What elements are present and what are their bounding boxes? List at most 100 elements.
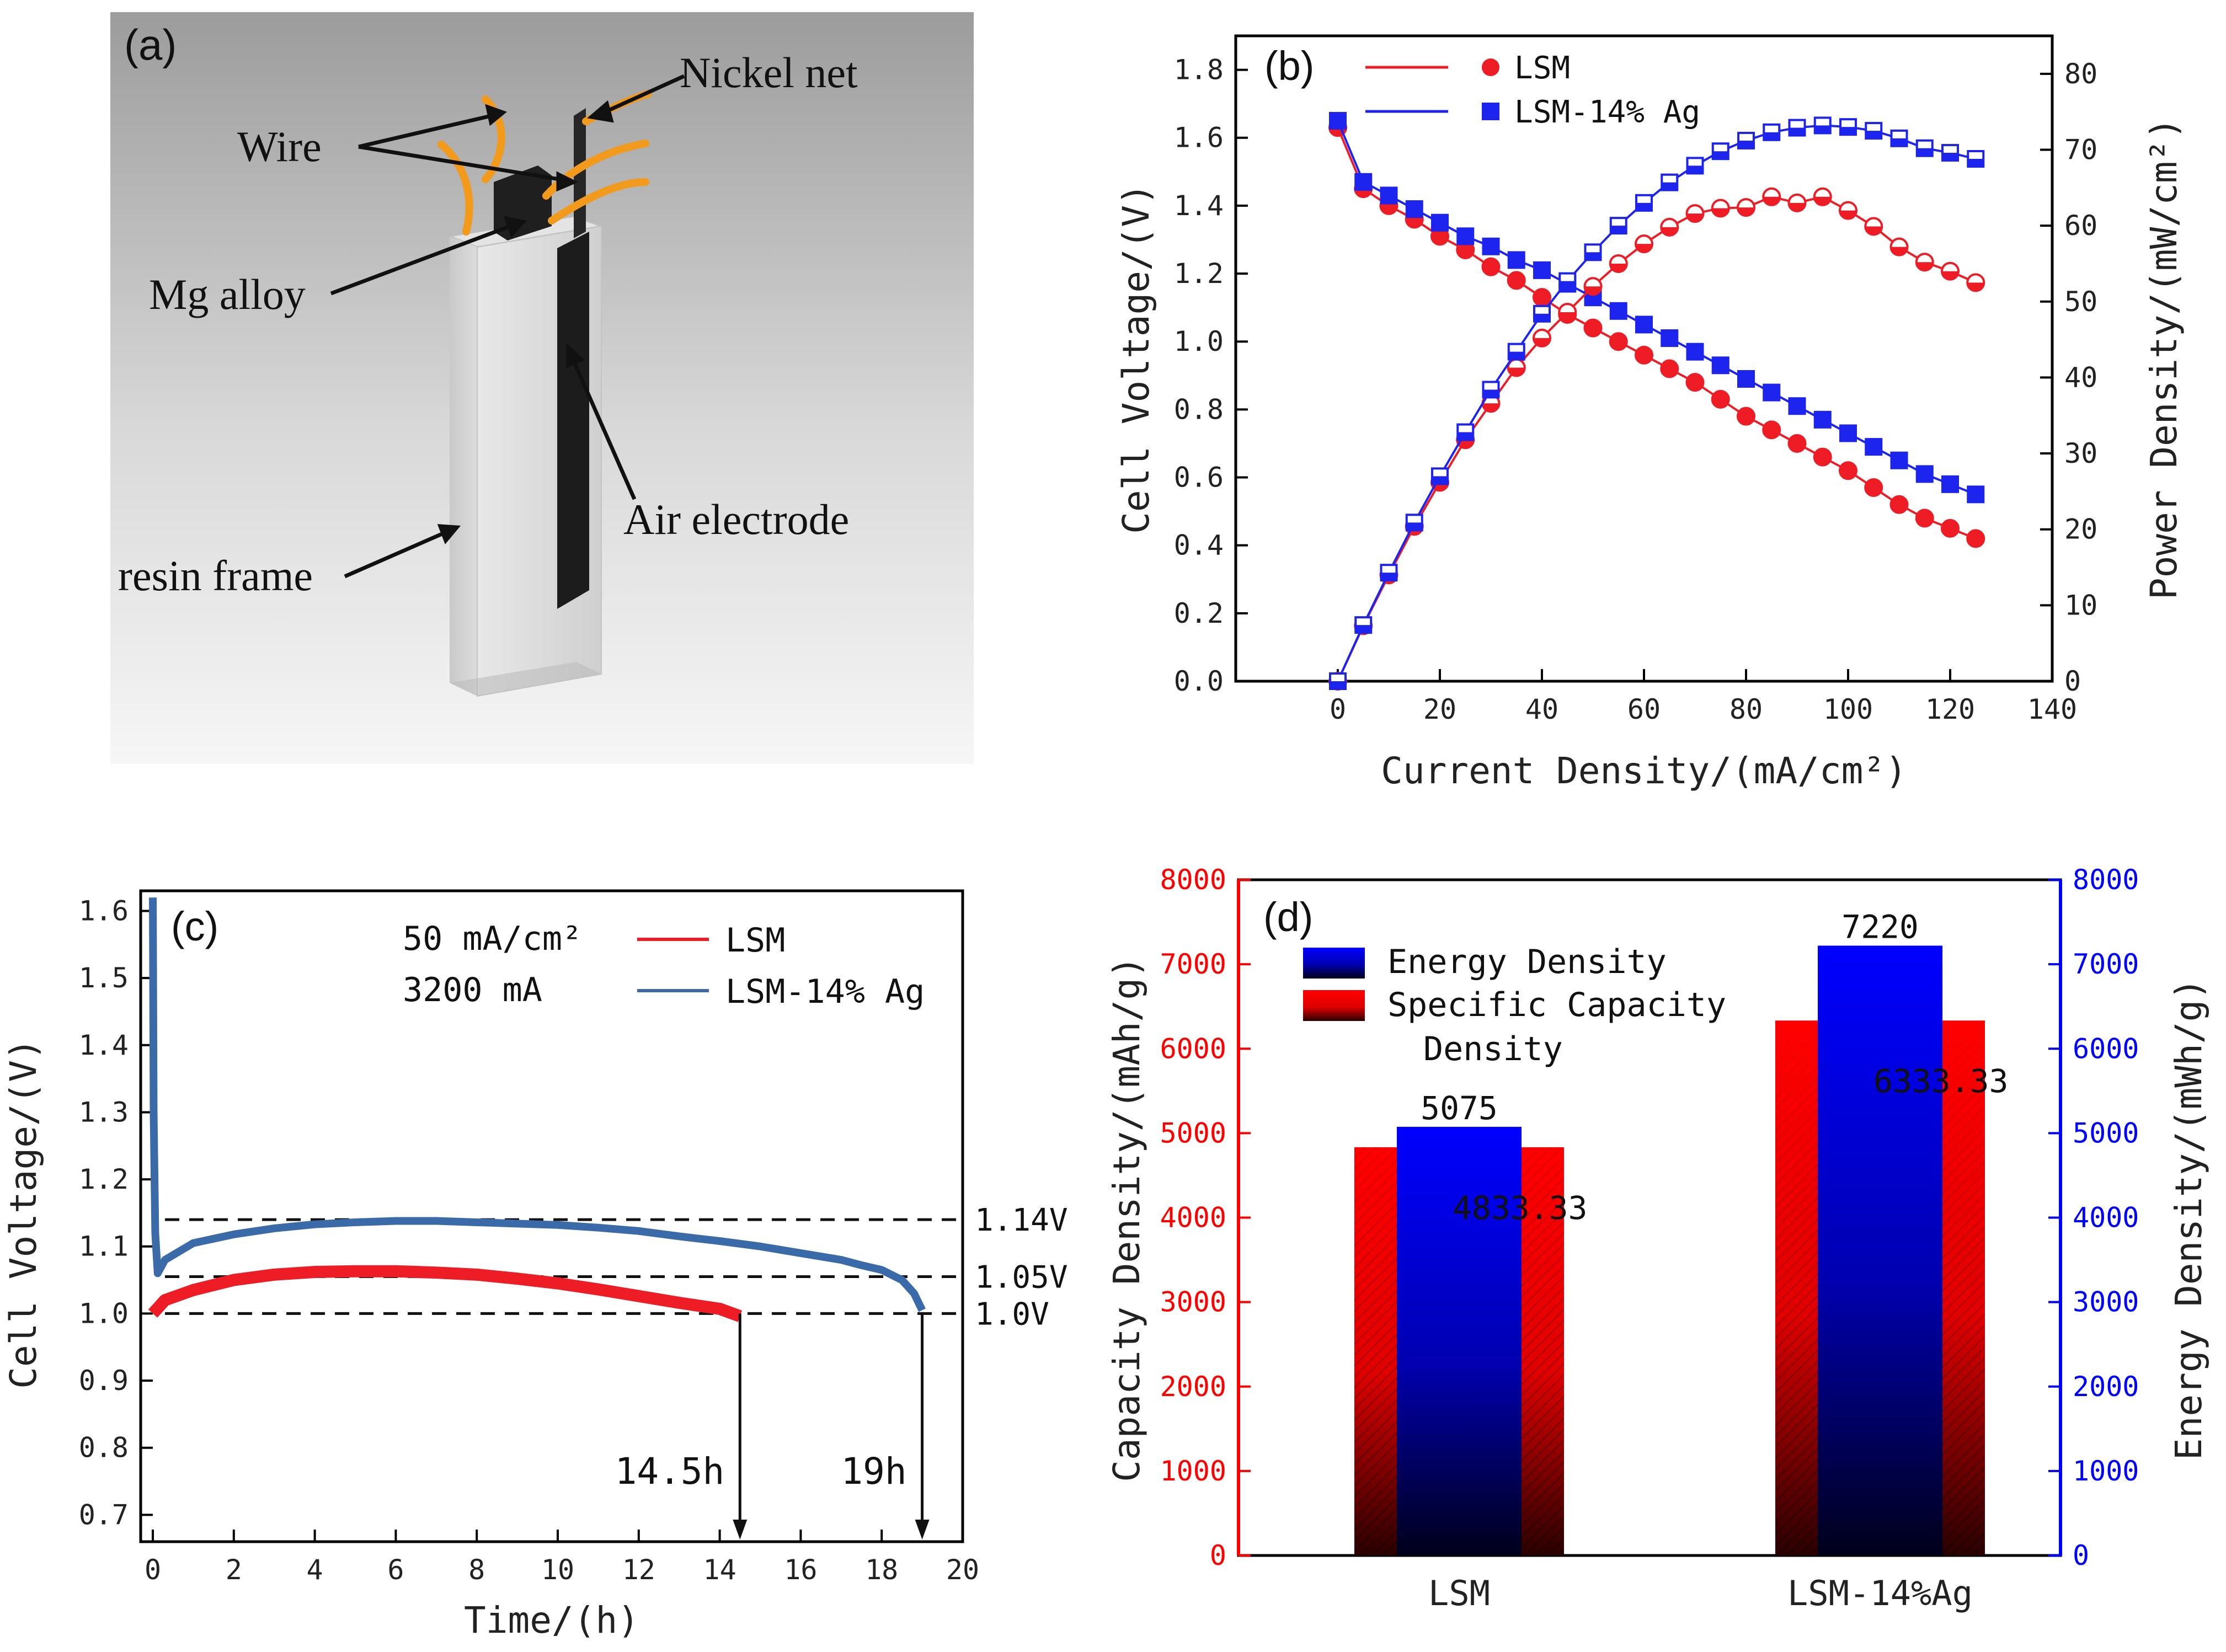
panel-label-d: (d) [1263, 894, 1313, 940]
y-tick-label-d: 2000 [1160, 1371, 1226, 1403]
data-point-half-b-3 [1840, 127, 1856, 135]
info-current-c: 3200 mA [403, 971, 542, 1009]
end-marker-label-c: 19h [841, 1450, 906, 1493]
bar-energy-d [1818, 945, 1942, 1555]
x-tick-label-b: 80 [1729, 693, 1763, 725]
data-point-half-b-3 [1355, 625, 1371, 633]
data-point-b-0 [1737, 407, 1755, 426]
x-tick-label-b: 120 [1925, 693, 1975, 725]
axis-ticks-b: 0 20 40 60 80 100 120 1400.00.20.40.60.81.01.21… [1174, 54, 2098, 725]
data-point-half-b-2 [1534, 338, 1550, 346]
y-tick-label-c: 1.2 [79, 1163, 129, 1195]
data-point-b-1 [1967, 485, 1985, 504]
data-point-half-b-2 [1840, 210, 1856, 219]
data-point-half-b-2 [1891, 247, 1908, 255]
data-point-b-1 [1890, 451, 1908, 469]
x-tick-label-c: 0 [145, 1554, 161, 1586]
y2-tick-label-b: 80 [2064, 58, 2097, 90]
y2-tick-label-d: 4000 [2073, 1202, 2139, 1234]
y2-tick-label-d: 5000 [2073, 1117, 2139, 1149]
panel-label-b: (b) [1264, 43, 1314, 89]
legend-label-capacity-d: Specific Capacity [1387, 986, 1726, 1024]
data-point-half-b-3 [1712, 151, 1728, 159]
data-point-b-0 [1660, 359, 1679, 378]
y2-tick-label-d: 1000 [2073, 1455, 2139, 1487]
x-tick-label-b: 0 [1330, 693, 1346, 725]
x-tick-label-c: 18 [865, 1554, 898, 1586]
x-tick-label-c: 8 [468, 1554, 485, 1586]
y-tick-label-d: 4000 [1160, 1202, 1226, 1234]
legend-b: LSM LSM-14% Ag [1365, 50, 1700, 130]
panel-a-label: (a) [124, 20, 177, 69]
panel-c: 0 2 4 6 8 10 12 14 16 18 20 0.7 0.8 0.9 1.0 1.1 1.2 1.3 1.… [2, 889, 1068, 1642]
y-tick-label-d: 3000 [1160, 1286, 1226, 1318]
data-point-b-1 [1686, 343, 1704, 361]
x-tick-label-c: 2 [226, 1554, 242, 1586]
y-tick-label-d: 5000 [1160, 1117, 1226, 1149]
y-tick-label-b: 0.4 [1174, 530, 1224, 562]
data-point-half-b-3 [1610, 226, 1626, 234]
legend-label-energy-d: Energy Density [1387, 943, 1667, 981]
resin-frame-bottom-face [450, 662, 601, 696]
resin-frame-front [450, 236, 477, 696]
y2-tick-label-d: 6000 [2073, 1033, 2139, 1065]
end-marker-label-c: 14.5h [615, 1450, 725, 1493]
series-line-c-0 [148, 1265, 743, 1322]
y-tick-label-b: 0.0 [1174, 665, 1224, 697]
data-point-half-b-2 [1559, 312, 1576, 321]
data-point-b-1 [1380, 186, 1398, 205]
end-marker-arrow-c [733, 1520, 748, 1539]
xlabel-c: Time/(h) [464, 1599, 639, 1642]
reference-label-c: 1.14V [975, 1202, 1068, 1238]
x-tick-label-c: 4 [307, 1554, 323, 1586]
data-point-b-1 [1329, 111, 1347, 130]
data-point-half-b-3 [1866, 131, 1882, 139]
y-tick-label-c: 1.6 [79, 895, 129, 927]
data-point-half-b-2 [1584, 286, 1602, 295]
panel-a: (a) Ni [110, 12, 974, 764]
label-mg-alloy: Mg alloy [149, 270, 306, 318]
y-tick-label-d: 8000 [1160, 864, 1226, 896]
data-point-half-b-3 [1483, 389, 1499, 398]
data-label-capacity-d: 4833.33 [1453, 1189, 1587, 1227]
x-tick-label-c: 16 [784, 1554, 817, 1586]
y-tick-label-d: 6000 [1160, 1033, 1226, 1065]
legend-label-lsm-b: LSM [1514, 50, 1570, 86]
data-point-half-b-3 [1381, 573, 1397, 581]
y-tick-label-d: 0 [1210, 1539, 1226, 1571]
y2-tick-label-b: 10 [2064, 589, 2097, 621]
data-point-half-b-2 [1942, 271, 1958, 280]
data-point-half-b-3 [1687, 165, 1703, 174]
xlabel-b: Current Density/(mA/cm²) [1381, 750, 1907, 792]
data-point-b-1 [1507, 251, 1525, 269]
data-label-energy-d: 5075 [1421, 1089, 1498, 1127]
data-point-half-b-2 [1789, 202, 1806, 211]
series-b [1328, 111, 1985, 691]
wire-4 [548, 178, 649, 224]
y-tick-label-c: 0.8 [79, 1432, 129, 1464]
legend-marker-ag-b [1482, 103, 1499, 120]
x-tick-label-b: 40 [1525, 693, 1558, 725]
y-tick-label-b: 0.2 [1174, 597, 1224, 629]
reference-label-c: 1.0V [975, 1296, 1049, 1332]
data-point-b-0 [1966, 529, 1985, 548]
y2-tick-label-b: 30 [2064, 437, 2097, 469]
data-point-b-1 [1737, 370, 1755, 388]
y2-tick-label-d: 7000 [2073, 948, 2139, 980]
data-point-half-b-2 [1865, 226, 1882, 235]
data-point-b-1 [1763, 383, 1781, 402]
data-point-half-b-2 [1814, 196, 1831, 205]
reference-label-c: 1.05V [975, 1259, 1068, 1295]
data-point-half-b-3 [1406, 522, 1422, 531]
data-point-b-0 [1864, 478, 1883, 497]
y-tick-label-b: 1.6 [1174, 122, 1224, 154]
plot-frame-c [139, 889, 964, 1543]
y-tick-label-d: 1000 [1160, 1455, 1226, 1487]
panel-d: 0 0 1000 1000 2000 2000 3000 3000 4000 4000 5000 50… [1106, 864, 2210, 1613]
data-point-half-b-3 [1458, 432, 1474, 440]
data-point-half-b-3 [1636, 202, 1652, 211]
y2label-d: Energy Density/(mWh/g) [2168, 978, 2210, 1460]
data-point-half-b-2 [1763, 196, 1780, 205]
info-current-density-c: 50 mA/cm² [403, 919, 582, 958]
